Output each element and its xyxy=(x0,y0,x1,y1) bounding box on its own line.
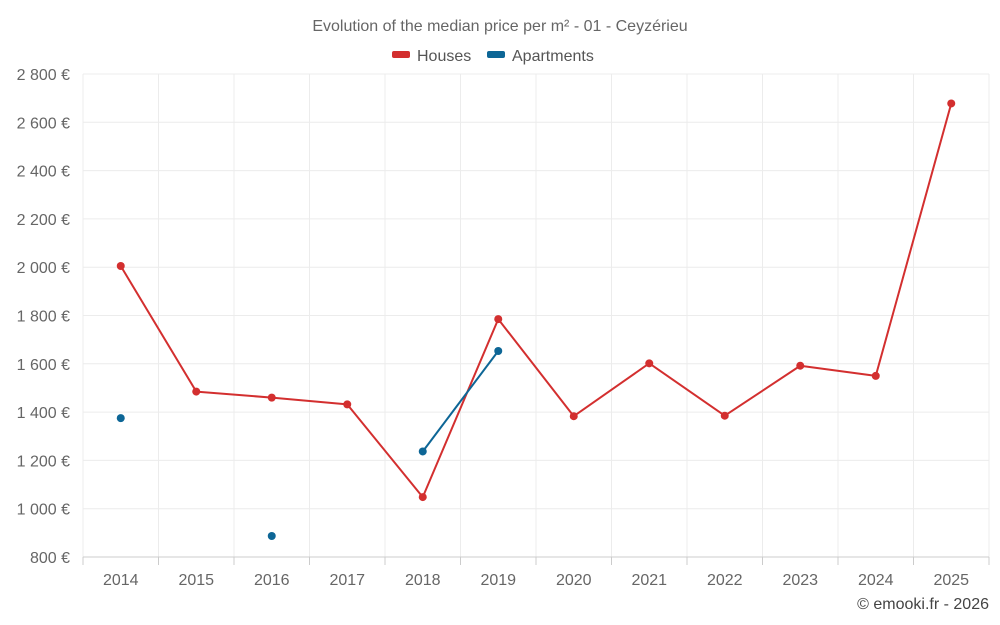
x-axis: 2014 2015 2016 2017 2018 2019 2020 2021 2022 2023… xyxy=(82,556,990,589)
y-tick-label: 800 € xyxy=(30,550,70,567)
data-point-houses[interactable] xyxy=(569,412,578,421)
y-tick-label: 2 400 € xyxy=(17,164,70,181)
data-point-apartments[interactable] xyxy=(116,414,125,423)
data-point-houses[interactable] xyxy=(871,371,880,380)
series-line-apartments xyxy=(421,350,500,453)
y-axis: 800 € 1 000 € 1 200 € 1 400 € 1 600 € 1 800 €… xyxy=(17,67,70,567)
legend-label-houses: Houses xyxy=(417,48,471,65)
series-layer xyxy=(116,99,956,540)
x-tick-label: 2024 xyxy=(858,572,894,589)
data-point-houses[interactable] xyxy=(343,400,352,409)
data-point-houses[interactable] xyxy=(494,315,503,324)
x-tick-label: 2014 xyxy=(103,572,139,589)
x-tick-label: 2021 xyxy=(631,572,667,589)
series-apartments xyxy=(116,347,503,540)
credit: © emooki.fr - 2026 xyxy=(857,596,989,613)
y-tick-label: 2 000 € xyxy=(17,260,70,277)
data-point-houses[interactable] xyxy=(947,99,956,108)
y-tick-label: 1 400 € xyxy=(17,405,70,422)
x-tick-label: 2020 xyxy=(556,572,592,589)
legend-item-houses[interactable]: Houses xyxy=(392,48,471,65)
data-point-houses[interactable] xyxy=(645,359,654,368)
y-tick-label: 2 600 € xyxy=(17,115,70,132)
x-tick-label: 2025 xyxy=(933,572,969,589)
data-point-houses[interactable] xyxy=(116,261,125,270)
data-point-apartments[interactable] xyxy=(494,347,503,356)
x-tick-label: 2015 xyxy=(178,572,214,589)
y-tick-label: 1 600 € xyxy=(17,357,70,374)
data-point-houses[interactable] xyxy=(796,361,805,370)
y-tick-label: 1 800 € xyxy=(17,309,70,326)
y-tick-label: 2 200 € xyxy=(17,212,70,229)
y-tick-label: 1 000 € xyxy=(17,502,70,519)
data-point-apartments[interactable] xyxy=(267,531,276,540)
x-tick-label: 2016 xyxy=(254,572,290,589)
y-tick-label: 1 200 € xyxy=(17,453,70,470)
series-line-houses xyxy=(119,103,953,499)
data-point-apartments[interactable] xyxy=(418,447,427,456)
x-tick-label: 2018 xyxy=(405,572,441,589)
data-point-houses[interactable] xyxy=(267,393,276,402)
x-tick-label: 2023 xyxy=(782,572,818,589)
data-point-houses[interactable] xyxy=(720,411,729,420)
legend-swatch-houses xyxy=(392,51,410,58)
gridlines xyxy=(82,73,990,558)
y-tick-label: 2 800 € xyxy=(17,67,70,84)
x-tick-label: 2017 xyxy=(329,572,365,589)
chart-title: Evolution of the median price per m² - 0… xyxy=(312,18,687,35)
data-point-houses[interactable] xyxy=(418,493,427,502)
x-tick-label: 2022 xyxy=(707,572,743,589)
data-point-houses[interactable] xyxy=(192,387,201,396)
x-tick-label: 2019 xyxy=(480,572,516,589)
series-houses xyxy=(116,99,956,502)
legend-swatch-apartments xyxy=(487,51,505,58)
legend-item-apartments[interactable]: Apartments xyxy=(487,48,594,65)
legend-label-apartments: Apartments xyxy=(512,48,594,65)
chart-legend[interactable]: Houses Apartments xyxy=(392,48,594,65)
